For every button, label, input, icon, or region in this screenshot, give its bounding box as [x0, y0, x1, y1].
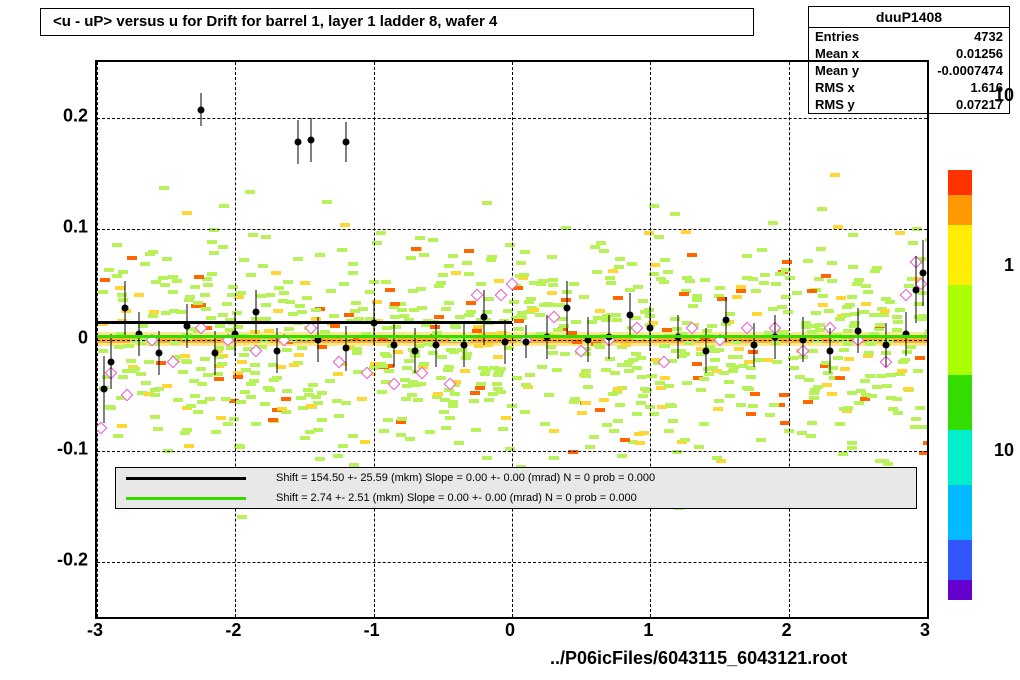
pink-marker	[167, 355, 180, 368]
marker-layer	[97, 62, 927, 617]
black-marker	[626, 312, 633, 319]
xtick-label: -2	[225, 620, 241, 641]
stats-histname: duuP1408	[809, 7, 1009, 28]
pink-marker	[471, 289, 484, 302]
pink-marker	[305, 322, 318, 335]
colorbar-segment	[948, 225, 972, 285]
pink-marker	[443, 378, 456, 391]
pink-marker	[333, 355, 346, 368]
stats-value: -0.0007474	[937, 63, 1003, 78]
black-marker	[391, 342, 398, 349]
black-marker	[481, 314, 488, 321]
colorbar	[948, 170, 972, 600]
stats-value: 0.01256	[956, 46, 1003, 61]
fit-legend: Shift = 154.50 +- 25.59 (mkm) Slope = 0.…	[115, 467, 917, 509]
root-canvas: <u - uP> versus u for Drift for barrel 1…	[0, 0, 1020, 680]
black-marker	[432, 342, 439, 349]
ytick-label: -0.1	[28, 438, 88, 459]
stats-row: Entries 4732	[809, 28, 1009, 45]
legend-text: Shift = 2.74 +- 2.51 (mkm) Slope = 0.00 …	[276, 492, 637, 504]
colorbar-segment	[948, 375, 972, 430]
legend-row: Shift = 154.50 +- 25.59 (mkm) Slope = 0.…	[116, 468, 916, 488]
pink-marker	[97, 422, 108, 435]
pink-marker	[630, 322, 643, 335]
colorbar-segment	[948, 540, 972, 580]
xtick-label: -1	[364, 620, 380, 641]
black-marker	[273, 347, 280, 354]
pink-marker	[388, 378, 401, 391]
black-marker	[343, 138, 350, 145]
black-marker	[502, 338, 509, 345]
pink-marker	[658, 355, 671, 368]
pink-marker	[547, 311, 560, 324]
black-marker	[121, 305, 128, 312]
pink-marker	[575, 344, 588, 357]
legend-text: Shift = 154.50 +- 25.59 (mkm) Slope = 0.…	[276, 472, 655, 484]
black-marker	[647, 325, 654, 332]
black-marker	[294, 138, 301, 145]
ytick-label: 0	[28, 327, 88, 348]
black-marker	[723, 316, 730, 323]
black-marker	[522, 338, 529, 345]
pink-marker	[900, 289, 913, 302]
pink-marker	[741, 322, 754, 335]
black-marker	[156, 349, 163, 356]
stats-value: 4732	[974, 29, 1003, 44]
black-marker	[751, 342, 758, 349]
pink-marker	[506, 278, 519, 291]
pink-marker	[416, 366, 429, 379]
xtick-label: 0	[505, 620, 515, 641]
stats-label: Mean x	[815, 46, 859, 61]
black-marker	[211, 349, 218, 356]
colorbar-tick-label: 10	[994, 440, 1014, 461]
colorbar-tick-label: 10	[994, 85, 1014, 106]
black-marker	[702, 347, 709, 354]
black-marker	[564, 305, 571, 312]
pink-marker	[121, 389, 134, 402]
pink-marker	[685, 322, 698, 335]
stats-label: Entries	[815, 29, 859, 44]
black-marker	[197, 106, 204, 113]
gridline-v	[927, 62, 928, 617]
black-marker	[912, 286, 919, 293]
footer-file-path: ../P06icFiles/6043115_6043121.root	[550, 648, 847, 669]
pink-marker	[194, 322, 207, 335]
pink-marker	[495, 289, 508, 302]
ytick-label: 0.2	[28, 105, 88, 126]
xtick-label: 3	[920, 620, 930, 641]
colorbar-segment	[948, 485, 972, 540]
ytick-label: -0.2	[28, 549, 88, 570]
black-marker	[827, 347, 834, 354]
black-marker	[100, 386, 107, 393]
ytick-label: 0.1	[28, 216, 88, 237]
black-marker	[854, 327, 861, 334]
black-marker	[107, 358, 114, 365]
colorbar-segment	[948, 170, 972, 195]
fit-line	[97, 335, 927, 338]
black-marker	[308, 136, 315, 143]
black-marker	[919, 269, 926, 276]
xtick-label: -3	[87, 620, 103, 641]
xtick-label: 1	[643, 620, 653, 641]
xtick-label: 2	[782, 620, 792, 641]
colorbar-segment	[948, 285, 972, 375]
black-marker	[253, 308, 260, 315]
fit-line	[97, 321, 512, 324]
black-marker	[343, 345, 350, 352]
colorbar-segment	[948, 430, 972, 485]
legend-line	[126, 497, 246, 500]
plot-title: <u - uP> versus u for Drift for barrel 1…	[40, 8, 754, 36]
pink-marker	[250, 344, 263, 357]
black-marker	[460, 342, 467, 349]
legend-row: Shift = 2.74 +- 2.51 (mkm) Slope = 0.00 …	[116, 488, 916, 508]
legend-line	[126, 477, 246, 480]
colorbar-tick-label: 1	[1004, 255, 1014, 276]
black-marker	[412, 347, 419, 354]
colorbar-segment	[948, 195, 972, 225]
black-marker	[882, 342, 889, 349]
colorbar-segment	[948, 580, 972, 600]
plot-area: Shift = 154.50 +- 25.59 (mkm) Slope = 0.…	[95, 60, 929, 619]
pink-marker	[360, 366, 373, 379]
